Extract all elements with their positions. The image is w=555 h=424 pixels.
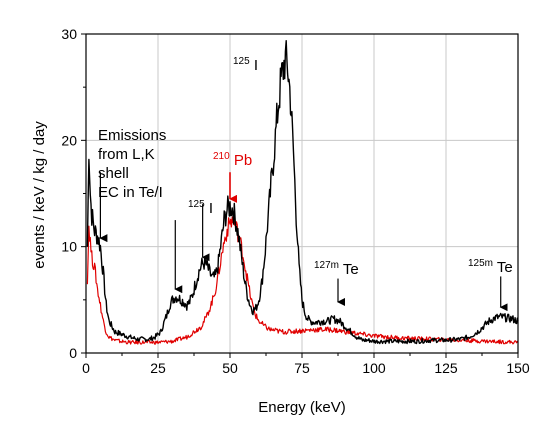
series-black-line [86, 40, 519, 345]
x-tick-label: 125 [434, 360, 458, 376]
x-tick-label: 25 [150, 360, 166, 376]
x-tick-label: 0 [82, 360, 90, 376]
y-tick-label: 10 [61, 239, 77, 255]
annotation-te125m: 125m Te [468, 253, 513, 276]
y-axis-title: events / keV / kg / day [31, 121, 48, 269]
series-red-line [86, 216, 519, 345]
annotation-pb210: 210 Pb [213, 146, 252, 169]
y-tick-label: 30 [61, 26, 77, 42]
y-tick-label: 20 [61, 132, 77, 148]
x-tick-label: 150 [506, 360, 530, 376]
x-axis-title: Energy (keV) [258, 399, 346, 416]
x-tick-label: 75 [294, 360, 310, 376]
x-tick-label: 100 [362, 360, 386, 376]
series-layer [86, 40, 519, 345]
annotation-i125-peak: 125 I [233, 51, 258, 74]
annotation-te127m: 127m Te [314, 255, 359, 278]
x-tick-label: 50 [222, 360, 238, 376]
axis-ticks: 0 25 50 75 100 125 150 0 10 20 30 [61, 26, 529, 376]
annotation-emissions: Emissions from L,K shell EC in Te/I [98, 127, 171, 201]
annotation-i125-left: 125 I [188, 194, 213, 217]
y-tick-label: 0 [69, 345, 77, 361]
annotation-arrows [99, 172, 508, 312]
grid-lines [86, 34, 518, 353]
